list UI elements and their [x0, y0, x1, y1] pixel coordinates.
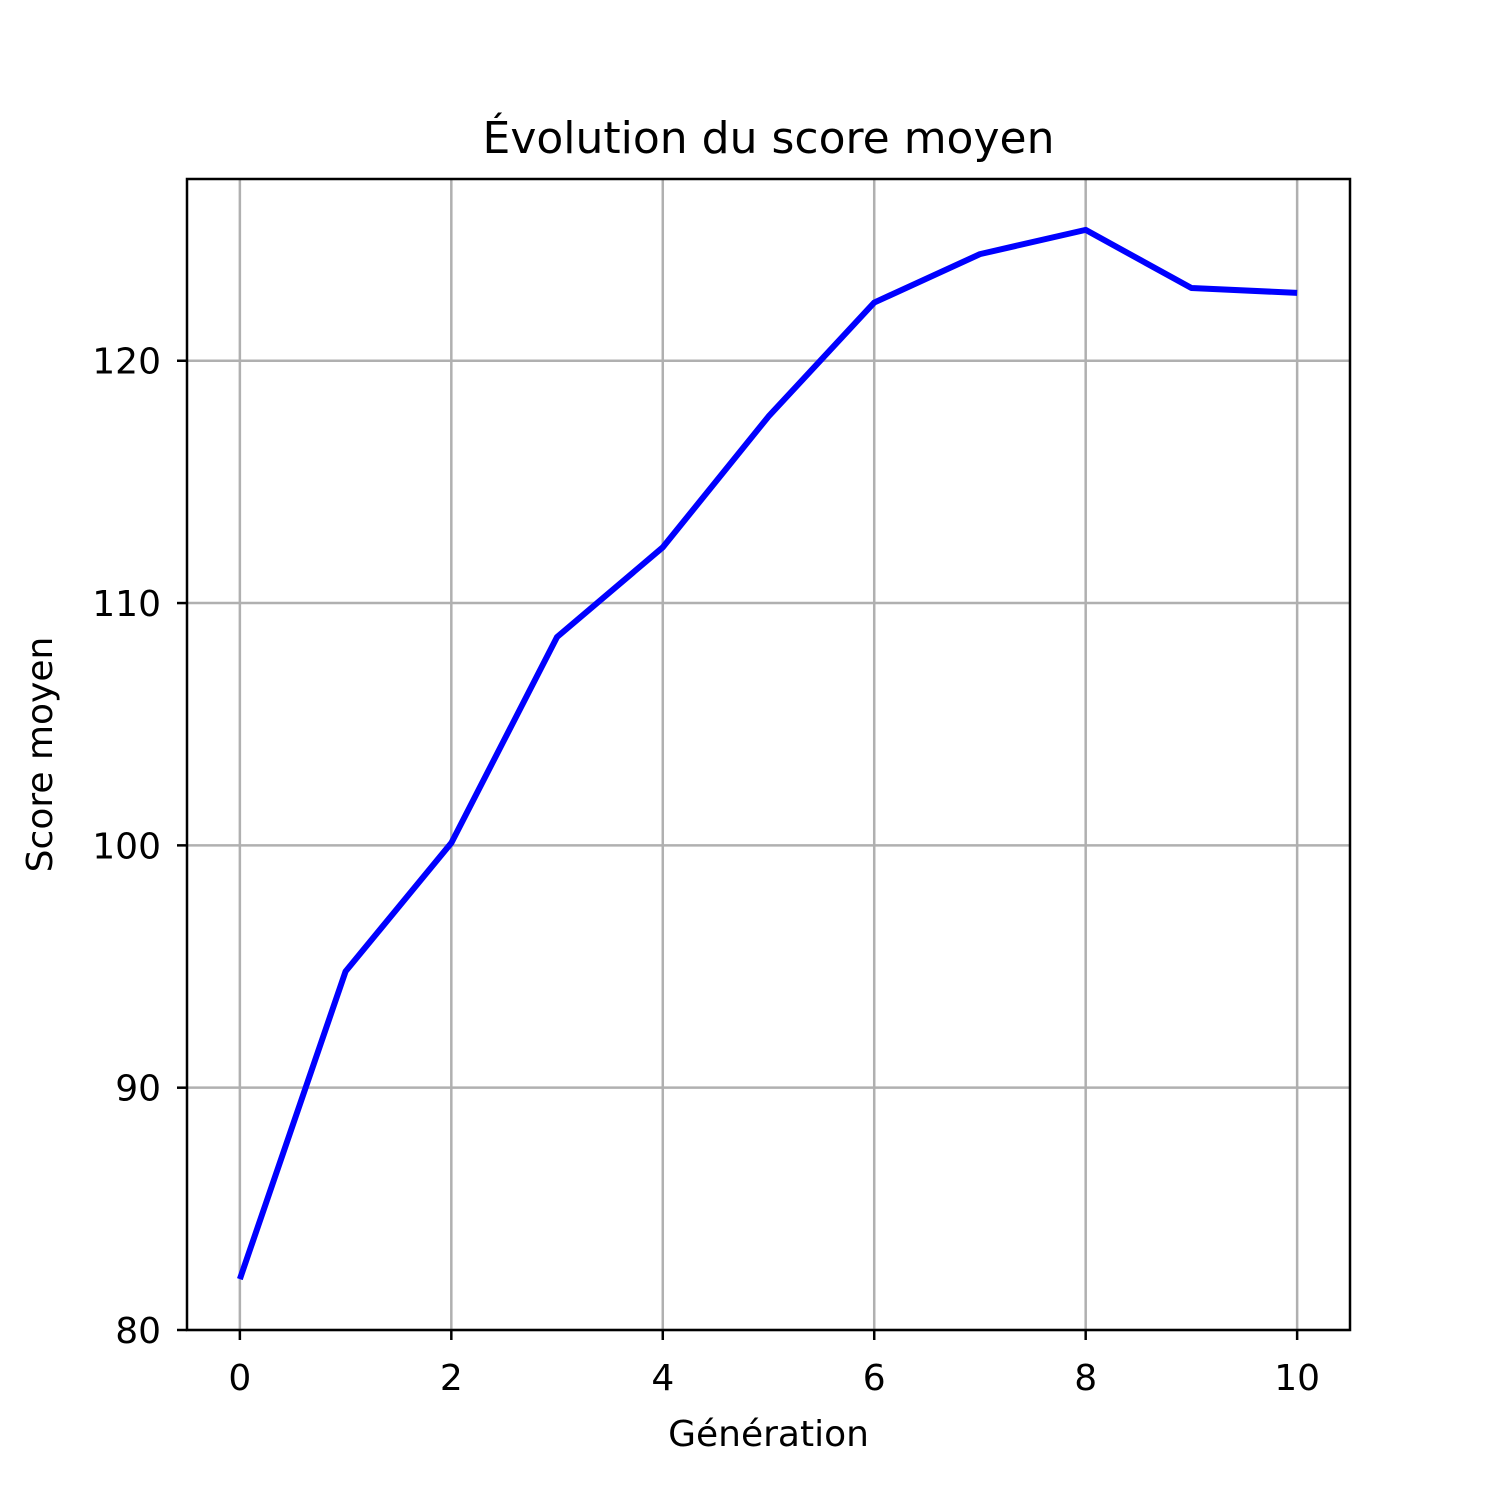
series-line	[237, 226, 1298, 1281]
x-tick-label: 4	[651, 1358, 674, 1399]
plot-frame	[185, 177, 1352, 1332]
y-axis-label: Score moyen	[20, 637, 61, 873]
x-axis-label: Génération	[668, 1414, 869, 1455]
y-tick-label: 90	[115, 1069, 161, 1110]
y-tick-label: 80	[115, 1311, 161, 1352]
y-tick-label: 120	[92, 342, 161, 383]
y-tick-label: 100	[92, 826, 161, 867]
x-tick-label: 10	[1274, 1358, 1320, 1399]
x-tick-label: 2	[440, 1358, 463, 1399]
series-layer	[237, 226, 1298, 1281]
chart-title: Évolution du score moyen	[483, 111, 1055, 164]
x-tick-label: 0	[228, 1358, 251, 1399]
y-tick-label: 110	[92, 584, 161, 625]
x-tick-label: 6	[863, 1358, 886, 1399]
x-tick-label: 8	[1074, 1358, 1097, 1399]
axis-ticks: 0 2 4 6 8 10 80 90 100 110 120	[92, 342, 1320, 1399]
